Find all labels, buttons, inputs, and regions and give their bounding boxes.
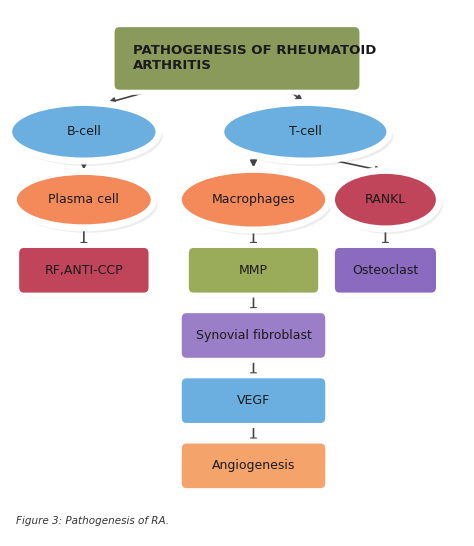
FancyBboxPatch shape — [178, 439, 329, 492]
FancyBboxPatch shape — [111, 23, 363, 94]
FancyBboxPatch shape — [191, 251, 322, 298]
Text: Angiogenesis: Angiogenesis — [212, 459, 295, 472]
Ellipse shape — [224, 105, 393, 166]
Text: Synovial fibroblast: Synovial fibroblast — [196, 329, 311, 342]
Text: T-cell: T-cell — [289, 125, 322, 138]
Ellipse shape — [182, 172, 332, 235]
FancyBboxPatch shape — [18, 247, 150, 294]
FancyBboxPatch shape — [178, 374, 329, 428]
FancyBboxPatch shape — [188, 247, 319, 294]
Text: MMP: MMP — [239, 264, 268, 277]
Text: Osteoclast: Osteoclast — [352, 264, 419, 277]
Ellipse shape — [334, 173, 438, 227]
Ellipse shape — [223, 105, 388, 159]
Text: B-cell: B-cell — [66, 125, 101, 138]
Text: PATHOGENESIS OF RHEUMATOID
ARTHRITIS: PATHOGENESIS OF RHEUMATOID ARTHRITIS — [133, 44, 377, 73]
Ellipse shape — [176, 167, 331, 233]
Text: RANKL: RANKL — [365, 193, 406, 206]
Ellipse shape — [7, 100, 161, 164]
Ellipse shape — [17, 174, 158, 233]
Ellipse shape — [11, 169, 156, 230]
Ellipse shape — [219, 100, 392, 164]
Ellipse shape — [329, 168, 441, 232]
FancyBboxPatch shape — [184, 381, 329, 428]
FancyBboxPatch shape — [117, 30, 364, 94]
FancyBboxPatch shape — [184, 316, 329, 363]
FancyBboxPatch shape — [337, 251, 440, 298]
FancyBboxPatch shape — [21, 251, 153, 298]
Ellipse shape — [11, 105, 157, 159]
FancyBboxPatch shape — [185, 244, 322, 297]
Ellipse shape — [335, 173, 443, 234]
Text: VEGF: VEGF — [237, 394, 270, 407]
FancyBboxPatch shape — [181, 377, 326, 424]
FancyBboxPatch shape — [15, 244, 153, 297]
FancyBboxPatch shape — [334, 247, 437, 294]
Text: RF,ANTI-CCP: RF,ANTI-CCP — [45, 264, 123, 277]
FancyBboxPatch shape — [331, 244, 440, 297]
FancyBboxPatch shape — [178, 309, 329, 362]
Text: Macrophages: Macrophages — [211, 193, 295, 206]
FancyBboxPatch shape — [184, 446, 329, 493]
Ellipse shape — [16, 174, 152, 225]
FancyBboxPatch shape — [114, 26, 360, 91]
Text: Figure 3: Pathogenesis of RA.: Figure 3: Pathogenesis of RA. — [16, 515, 169, 526]
Text: Plasma cell: Plasma cell — [48, 193, 119, 206]
FancyBboxPatch shape — [181, 312, 326, 359]
Ellipse shape — [12, 105, 163, 166]
Ellipse shape — [181, 171, 327, 228]
FancyBboxPatch shape — [181, 442, 326, 489]
